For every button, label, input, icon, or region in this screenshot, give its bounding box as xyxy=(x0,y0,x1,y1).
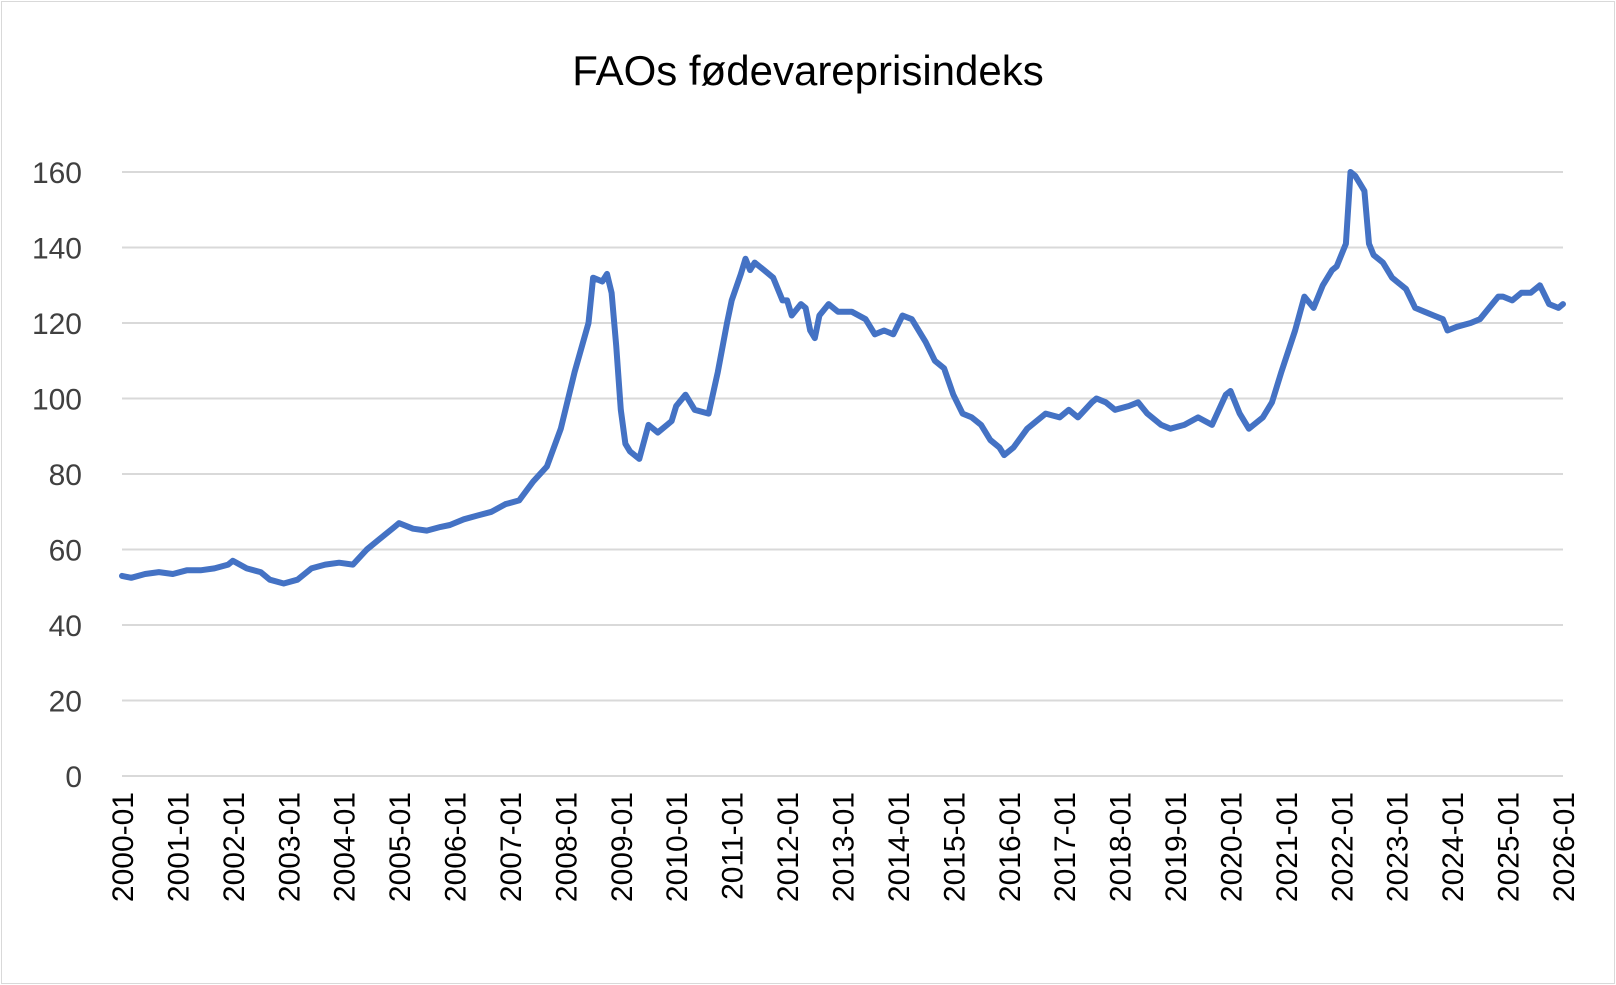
x-tick-label: 2007-01 xyxy=(495,792,528,902)
x-tick-label: 2015-01 xyxy=(938,792,971,902)
chart-title: FAOs fødevareprisindeks xyxy=(572,47,1044,94)
y-axis: 0 20 40 60 80 100 120 140 160 xyxy=(32,157,82,794)
gridlines xyxy=(122,171,1563,777)
x-tick-label: 2020-01 xyxy=(1215,792,1248,902)
x-tick-label: 2010-01 xyxy=(661,792,694,902)
x-tick-label: 2014-01 xyxy=(883,792,916,902)
x-tick-label: 2025-01 xyxy=(1493,792,1526,902)
x-tick-label: 2021-01 xyxy=(1271,792,1304,902)
x-tick-label: 2022-01 xyxy=(1326,792,1359,902)
x-tick-label: 2008-01 xyxy=(550,792,583,902)
x-tick-label: 2018-01 xyxy=(1105,792,1138,902)
x-tick-label: 2012-01 xyxy=(772,792,805,902)
x-tick-label: 2023-01 xyxy=(1382,792,1415,902)
x-tick-label: 2017-01 xyxy=(1049,792,1082,902)
x-tick-label: 2011-01 xyxy=(717,792,750,900)
y-tick-label: 0 xyxy=(65,761,82,794)
x-tick-label: 2016-01 xyxy=(994,792,1027,902)
x-tick-label: 2002-01 xyxy=(218,792,251,902)
y-tick-label: 120 xyxy=(32,308,82,341)
x-tick-label: 2026-01 xyxy=(1548,792,1581,902)
y-tick-label: 140 xyxy=(32,233,82,266)
x-tick-label: 2000-01 xyxy=(107,792,140,902)
y-tick-label: 80 xyxy=(49,459,82,492)
y-tick-label: 20 xyxy=(49,686,82,719)
x-tick-label: 2009-01 xyxy=(606,792,639,902)
x-tick-label: 2006-01 xyxy=(440,792,473,902)
x-tick-label: 2024-01 xyxy=(1437,792,1470,902)
x-axis: 2000-01 2001-01 2002-01 2003-01 2004-01 2005-… xyxy=(107,792,1581,902)
x-tick-label: 2003-01 xyxy=(273,792,306,902)
x-tick-label: 2019-01 xyxy=(1160,792,1193,902)
x-tick-label: 2005-01 xyxy=(384,792,417,902)
x-tick-label: 2004-01 xyxy=(329,792,362,902)
x-tick-label: 2001-01 xyxy=(162,792,195,902)
series-line xyxy=(119,169,1566,587)
y-tick-label: 60 xyxy=(49,535,82,568)
y-tick-label: 40 xyxy=(49,610,82,643)
series-group xyxy=(119,169,1566,587)
x-tick-label: 2013-01 xyxy=(828,792,861,902)
y-tick-label: 100 xyxy=(32,384,82,417)
y-tick-label: 160 xyxy=(32,157,82,190)
